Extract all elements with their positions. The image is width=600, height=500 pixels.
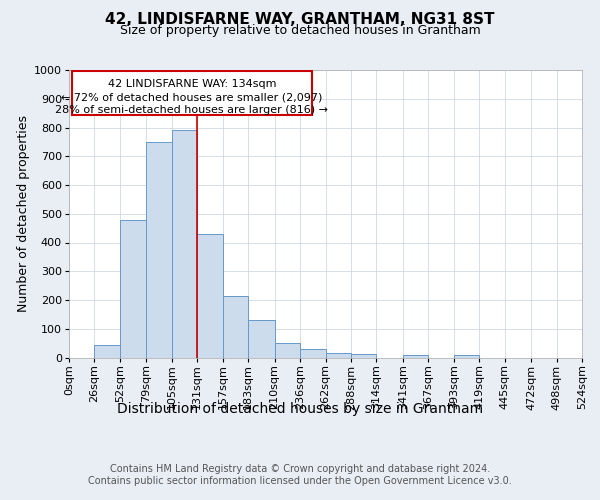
Bar: [94, 344, 120, 358]
Text: Size of property relative to detached houses in Grantham: Size of property relative to detached ho…: [119, 24, 481, 37]
Text: Contains public sector information licensed under the Open Government Licence v3: Contains public sector information licen…: [88, 476, 512, 486]
Text: Contains HM Land Registry data © Crown copyright and database right 2024.: Contains HM Land Registry data © Crown c…: [110, 464, 490, 474]
Bar: [351, 354, 376, 358]
Bar: [403, 355, 428, 358]
Bar: [197, 234, 223, 358]
Bar: [172, 130, 197, 358]
Bar: [223, 296, 248, 358]
Bar: [275, 343, 300, 357]
Bar: [72, 71, 312, 115]
Y-axis label: Number of detached properties: Number of detached properties: [17, 116, 30, 312]
Bar: [300, 350, 325, 358]
Text: 42, LINDISFARNE WAY, GRANTHAM, NG31 8ST: 42, LINDISFARNE WAY, GRANTHAM, NG31 8ST: [105, 12, 495, 28]
Bar: [120, 220, 146, 358]
Bar: [146, 142, 172, 358]
Text: ← 72% of detached houses are smaller (2,097): ← 72% of detached houses are smaller (2,…: [61, 92, 323, 102]
Text: 42 LINDISFARNE WAY: 134sqm: 42 LINDISFARNE WAY: 134sqm: [107, 80, 276, 90]
Bar: [248, 320, 275, 358]
Text: Distribution of detached houses by size in Grantham: Distribution of detached houses by size …: [117, 402, 483, 416]
Text: 28% of semi-detached houses are larger (816) →: 28% of semi-detached houses are larger (…: [55, 106, 328, 116]
Bar: [325, 353, 351, 358]
Bar: [454, 355, 479, 358]
